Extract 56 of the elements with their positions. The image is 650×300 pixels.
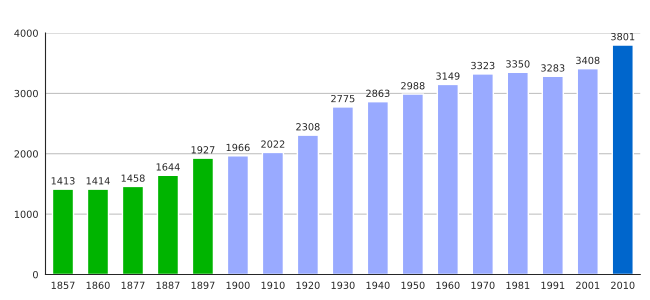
x-tick-label: 1860 <box>86 282 110 289</box>
data-label: 1413 <box>52 177 75 185</box>
bar <box>506 72 529 274</box>
data-label: 1414 <box>86 177 110 184</box>
y-tick-label: 4000 <box>14 29 38 37</box>
y-tick-label: 0 <box>33 270 38 278</box>
data-label: 1966 <box>226 144 250 152</box>
bar <box>612 44 634 274</box>
y-tick-label: 2000 <box>14 150 38 158</box>
x-tick-label: 2001 <box>576 282 600 289</box>
data-label: 1927 <box>192 146 214 154</box>
bar <box>262 152 284 274</box>
data-label: 1458 <box>122 174 145 182</box>
data-label: 2863 <box>366 90 390 97</box>
x-tick-label: 1981 <box>506 282 530 289</box>
x-tick-label: 1920 <box>296 282 320 289</box>
bar <box>472 73 494 274</box>
bar <box>52 188 74 274</box>
x-tick-label: 1877 <box>122 282 145 289</box>
x-tick-label: 1900 <box>226 282 250 289</box>
bar <box>296 134 320 274</box>
x-tick-label: 1940 <box>366 282 390 289</box>
data-label: 3350 <box>506 60 530 68</box>
y-tick-label: 1000 <box>14 210 38 218</box>
data-label: 2308 <box>296 123 320 130</box>
bar <box>366 100 390 274</box>
x-tick-label: 1960 <box>436 282 460 289</box>
x-tick-label: 1950 <box>402 282 425 289</box>
x-tick-label: 1887 <box>156 282 180 289</box>
bar <box>542 76 564 274</box>
data-label: 3408 <box>576 56 600 64</box>
x-tick-label: 2010 <box>611 282 634 289</box>
bar <box>332 106 354 274</box>
x-tick-label: 1930 <box>332 282 355 289</box>
data-label: 2988 <box>401 82 425 90</box>
data-label: 3801 <box>611 33 634 40</box>
data-label: 3149 <box>436 72 460 80</box>
data-label: 2775 <box>331 94 354 102</box>
bar <box>436 84 460 274</box>
data-label: 1644 <box>156 163 180 171</box>
x-tick-label: 1857 <box>52 282 75 289</box>
data-label: 2022 <box>261 140 284 148</box>
data-label: 3283 <box>541 64 564 72</box>
bar <box>86 188 110 274</box>
bar <box>156 174 180 274</box>
bar <box>122 186 144 274</box>
bar <box>402 93 424 274</box>
y-tick-label: 3000 <box>14 90 38 98</box>
bar <box>576 68 599 274</box>
x-tick-label: 1970 <box>472 282 495 289</box>
data-label: 3323 <box>471 62 494 70</box>
bar <box>192 157 214 274</box>
x-tick-label: 1910 <box>262 282 285 289</box>
x-tick-label: 1897 <box>192 282 214 289</box>
bar <box>226 155 250 274</box>
x-tick-label: 1991 <box>541 282 564 289</box>
